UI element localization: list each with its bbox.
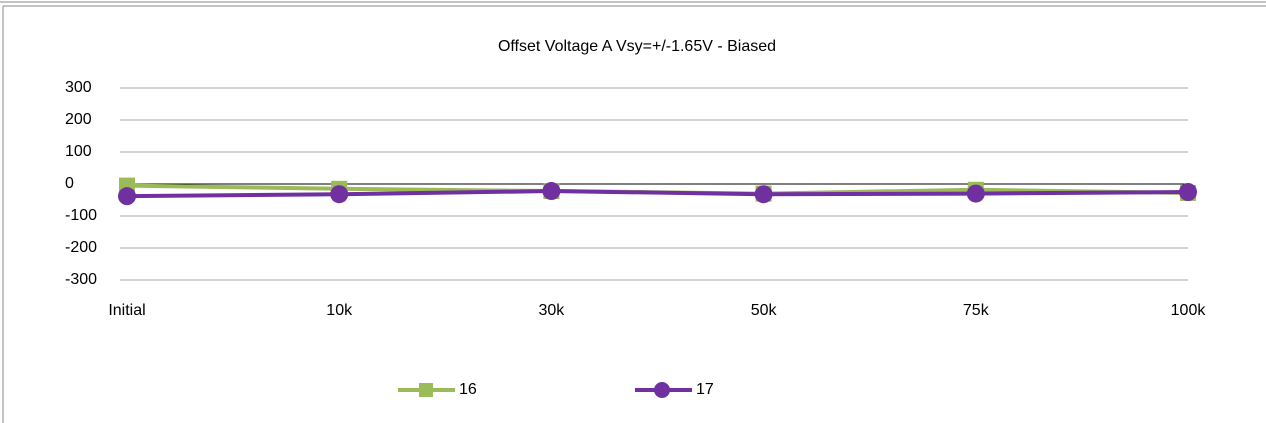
- y-tick-label: -100: [65, 207, 97, 224]
- legend-label: 17: [696, 381, 714, 398]
- y-tick-label: 100: [65, 143, 92, 160]
- x-tick-label: 100k: [1171, 302, 1207, 319]
- marker: [330, 185, 349, 204]
- y-tick-label: -300: [65, 271, 97, 288]
- y-tick-label: 0: [65, 175, 74, 192]
- series-line: [126, 189, 1189, 199]
- x-tick-label: 30k: [539, 302, 566, 319]
- y-tick-label: -200: [65, 239, 97, 256]
- legend-marker: [654, 382, 670, 398]
- legend-label: 16: [459, 381, 477, 398]
- marker: [754, 185, 773, 204]
- legend-marker: [419, 383, 433, 397]
- x-tick-label: 50k: [751, 302, 778, 319]
- chart-title: Offset Voltage A Vsy=+/-1.65V - Biased: [498, 38, 776, 55]
- marker: [542, 182, 561, 201]
- x-tick-label: Initial: [108, 302, 145, 319]
- x-tick-label: 10k: [326, 302, 353, 319]
- y-tick-label: 200: [65, 111, 92, 128]
- x-tick-label: 75k: [963, 302, 990, 319]
- marker: [118, 187, 136, 206]
- marker: [1179, 183, 1197, 201]
- marker: [966, 184, 985, 203]
- y-tick-label: 300: [65, 79, 92, 96]
